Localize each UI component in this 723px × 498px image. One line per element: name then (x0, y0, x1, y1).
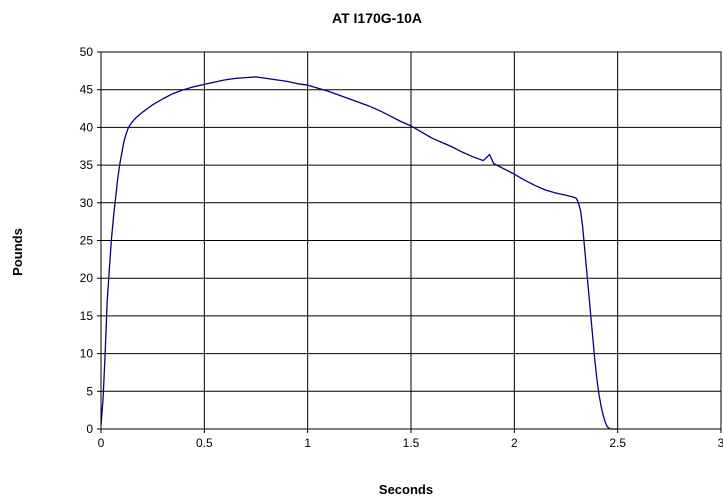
x-tick-label: 2 (511, 436, 518, 450)
series-group (100, 76, 618, 430)
y-tick-label: 40 (80, 120, 94, 134)
y-tick-label: 0 (86, 422, 93, 436)
plot-frame (100, 51, 722, 430)
y-tick-label: 45 (80, 83, 94, 97)
y-tick-label: 20 (80, 271, 94, 285)
x-tick-label: 1 (304, 436, 311, 450)
y-tick-label: 30 (80, 196, 94, 210)
y-tick-label: 5 (86, 384, 93, 398)
x-tick-label: 3 (718, 436, 723, 450)
grid (100, 51, 722, 430)
y-tick-label: 25 (80, 234, 94, 248)
y-tick-label: 15 (80, 309, 94, 323)
x-tick-label: 1.5 (403, 436, 420, 450)
y-tick-label: 10 (80, 347, 94, 361)
y-tick-label: 35 (80, 158, 94, 172)
y-axis-label: Pounds (10, 228, 25, 276)
x-tick-label: 0.5 (196, 436, 213, 450)
chart-title: AT I170G-10A (332, 10, 422, 26)
x-tick-label: 0 (98, 436, 105, 450)
x-tick-label: 2.5 (609, 436, 626, 450)
x-axis-label: Seconds (379, 482, 433, 497)
y-tick-label: 50 (80, 45, 94, 59)
series-line (100, 76, 618, 430)
